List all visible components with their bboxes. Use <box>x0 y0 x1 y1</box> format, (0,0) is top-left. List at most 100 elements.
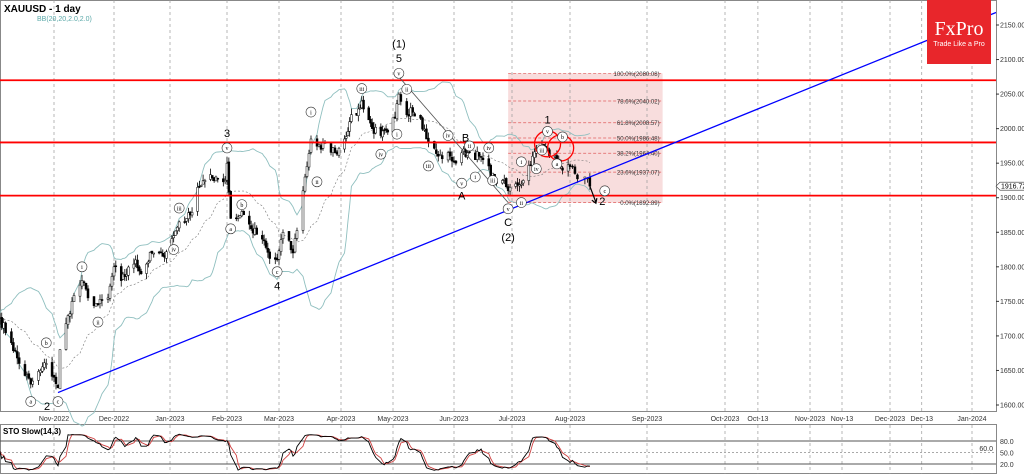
price-candle <box>527 160 531 186</box>
price-candle <box>17 352 21 370</box>
wave-label: v <box>460 181 463 187</box>
price-candle <box>70 297 74 319</box>
candle-body <box>374 127 377 134</box>
price-candle <box>399 91 403 106</box>
price-candle <box>119 263 123 287</box>
price-candle <box>23 360 27 377</box>
candle-body <box>200 185 203 187</box>
candle-body <box>41 366 44 372</box>
price-candle <box>174 230 177 236</box>
price-candle <box>319 143 323 154</box>
candle-body <box>369 118 372 124</box>
candle-body <box>440 155 444 160</box>
wave-label-circle <box>487 175 498 186</box>
candle-body <box>64 323 68 350</box>
price-candle <box>413 111 416 117</box>
wave-label-circle <box>311 176 323 188</box>
price-candle <box>161 249 165 257</box>
wave-label: 2 <box>599 196 605 208</box>
price-candle <box>573 164 577 175</box>
price-candle <box>72 292 76 303</box>
candle-body <box>348 121 351 132</box>
wave-label-circle <box>551 158 563 170</box>
x-tick-label: Jun-2023 <box>439 416 468 423</box>
fibonacci-level-label: 61.8%(2008.57) <box>617 121 660 127</box>
x-tick-label: Dec-13 <box>910 416 933 423</box>
wave-label-circle <box>516 197 527 208</box>
fibonacci-level-label: 23.6%(1937.07) <box>617 171 660 177</box>
x-tick-label: Nov-13 <box>831 416 854 423</box>
candle-body <box>301 190 305 231</box>
price-candle <box>80 274 84 290</box>
wave-label-circle <box>456 177 468 189</box>
candle-body <box>100 299 104 301</box>
price-candle <box>12 337 15 353</box>
candle-body <box>56 384 60 388</box>
candle-body <box>54 376 58 385</box>
fibonacci-level-label: 38.2%(1964.40) <box>617 152 660 158</box>
candle-body <box>588 177 592 187</box>
x-tick-label: Jul-2023 <box>499 416 526 423</box>
wave-label-circle <box>391 128 403 140</box>
price-candle <box>287 231 291 242</box>
candle-body <box>242 210 245 215</box>
price-candle <box>516 178 519 192</box>
price-candle <box>201 174 205 185</box>
candle-body <box>370 122 374 129</box>
candle-body <box>423 128 426 131</box>
price-candle <box>39 368 42 377</box>
price-candle <box>249 220 253 231</box>
wave-label: (2) <box>501 232 514 244</box>
price-candle <box>41 362 44 374</box>
wave-label: b <box>561 135 564 141</box>
price-candle <box>437 150 440 162</box>
stochastic-level-label: 80.0 <box>1000 439 1014 446</box>
candle-body <box>289 241 293 251</box>
candle-body <box>229 191 232 219</box>
candle-body <box>145 263 148 274</box>
chart-title: XAUUSD - 1 day <box>4 4 81 15</box>
wave-label: iv <box>486 146 491 152</box>
y-tick-label: 1600.00 <box>1000 402 1024 409</box>
price-candle <box>66 314 70 329</box>
wave-label-circle <box>542 126 553 137</box>
price-candle <box>381 125 384 141</box>
candle-body <box>211 175 214 179</box>
wave-label: A <box>458 191 466 203</box>
wave-label: 1 <box>544 115 550 127</box>
price-candle <box>200 184 203 188</box>
wave-label-circle <box>356 83 368 94</box>
price-candle <box>331 147 335 157</box>
candle-body <box>344 136 348 139</box>
candle-body <box>561 167 564 171</box>
candle-body <box>94 303 98 307</box>
price-candle <box>261 230 264 244</box>
candle-body <box>527 165 531 181</box>
x-tick-label: Mar-2023 <box>264 416 294 423</box>
price-candle <box>242 210 245 216</box>
candle-body <box>150 250 154 254</box>
wave-label-circle <box>25 396 37 407</box>
price-candle <box>45 358 48 370</box>
price-candle <box>289 241 293 254</box>
wave-label-circle <box>221 142 233 154</box>
fibonacci-level-label: 100.0%(2080.08) <box>614 72 660 78</box>
price-candle <box>518 178 521 192</box>
price-candle <box>50 356 54 381</box>
price-candle <box>374 123 377 135</box>
price-candle <box>393 111 397 119</box>
candle-body <box>17 357 21 364</box>
candle-body <box>448 151 452 157</box>
y-tick-label: 1700.00 <box>1000 333 1024 340</box>
wave-label: ii <box>405 87 409 93</box>
price-candle <box>183 216 186 224</box>
price-candle <box>203 178 207 188</box>
price-candle <box>27 370 31 380</box>
price-candle <box>277 248 281 265</box>
wave-label: a <box>229 227 232 233</box>
price-candle <box>440 151 444 164</box>
price-candle <box>337 146 341 158</box>
candle-body <box>357 108 360 117</box>
wave-label-circle <box>401 83 413 95</box>
candle-body <box>487 158 491 167</box>
